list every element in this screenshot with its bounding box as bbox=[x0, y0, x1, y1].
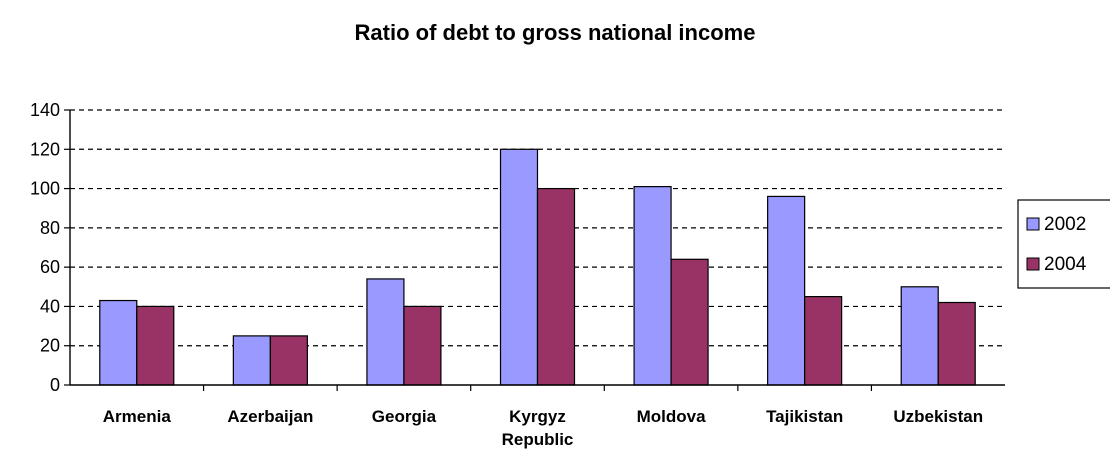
bar-2002 bbox=[767, 195, 806, 386]
y-tick-label: 140 bbox=[30, 100, 60, 120]
y-tick-label: 100 bbox=[30, 179, 60, 199]
x-tick-label: Uzbekistan bbox=[893, 407, 983, 426]
x-tick-label: Kyrgyz Republic bbox=[502, 407, 574, 449]
y-tick-label: 20 bbox=[40, 336, 60, 356]
bar-2002 bbox=[232, 335, 271, 386]
legend-swatch-2002 bbox=[1026, 217, 1040, 231]
y-tick-label: 40 bbox=[40, 296, 60, 316]
x-tick-label: Tajikistan bbox=[766, 407, 843, 426]
bar-2004 bbox=[536, 187, 576, 386]
y-tick-label: 60 bbox=[40, 257, 60, 277]
bar-2004 bbox=[403, 305, 442, 386]
x-tick-label: Azerbaijan bbox=[227, 407, 313, 426]
axes bbox=[64, 109, 1005, 391]
bars bbox=[99, 148, 976, 386]
x-tick-label: Moldova bbox=[637, 407, 706, 426]
bar-2004 bbox=[269, 335, 308, 386]
x-tick-label: Armenia bbox=[103, 407, 172, 426]
gridlines bbox=[70, 109, 1005, 347]
y-tick-label: 80 bbox=[40, 218, 60, 238]
y-tick-label: 0 bbox=[50, 375, 60, 395]
x-tick-label: Georgia bbox=[372, 407, 437, 426]
legend-swatch-2004 bbox=[1026, 257, 1040, 271]
legend-label-2004: 2004 bbox=[1044, 254, 1087, 275]
y-tick-labels: 0 20 40 60 80 100 120 140 bbox=[30, 100, 60, 395]
legend: 2002 2004 bbox=[1017, 199, 1110, 289]
bar-2004 bbox=[670, 258, 709, 386]
legend-label-2002: 2002 bbox=[1044, 214, 1086, 235]
bar-2004 bbox=[804, 296, 843, 386]
x-tick-labels: Armenia Azerbaijan Georgia Kyrgyz Republic Mo… bbox=[103, 407, 983, 449]
bar-2002 bbox=[499, 148, 539, 386]
y-tick-label: 120 bbox=[30, 139, 60, 159]
bar-2002 bbox=[633, 186, 672, 386]
bar-2002 bbox=[99, 299, 138, 386]
chart-title: Ratio of debt to gross national income bbox=[355, 20, 756, 45]
bar-2002 bbox=[900, 286, 939, 386]
bar-2004 bbox=[136, 305, 175, 386]
bar-2002 bbox=[366, 278, 405, 386]
legend-box bbox=[1017, 199, 1110, 289]
bar-2004 bbox=[937, 301, 976, 386]
